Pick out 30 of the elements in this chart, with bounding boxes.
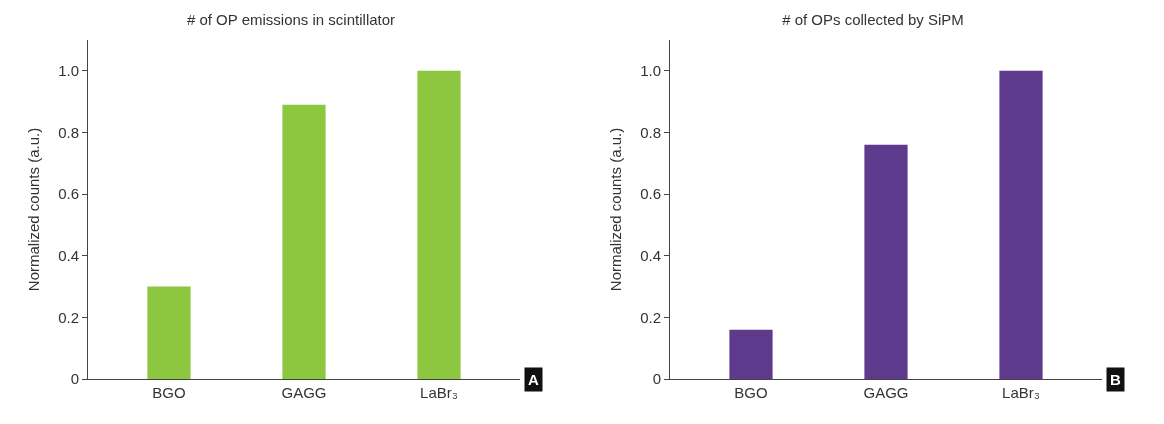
y-tick-label: 0.2 bbox=[58, 308, 79, 326]
bar bbox=[147, 286, 191, 379]
bar bbox=[999, 70, 1043, 379]
x-tick-label: LaBr₃ bbox=[1002, 384, 1040, 401]
y-tick-label: 0.8 bbox=[58, 123, 79, 141]
x-tick-label: GAGG bbox=[863, 384, 909, 401]
x-tick-label: LaBr₃ bbox=[420, 384, 458, 401]
y-tick-label: 0.2 bbox=[640, 308, 661, 326]
y-axis-title: Normalized counts (a.u.) bbox=[607, 127, 625, 292]
y-tick-label: 1.0 bbox=[640, 62, 661, 80]
y-tick-label: 0 bbox=[652, 370, 661, 388]
y-tick-label: 0.8 bbox=[640, 123, 661, 141]
y-axis-title: Normalized counts (a.u.) bbox=[25, 127, 43, 292]
y-tick-label: 0.6 bbox=[58, 185, 79, 203]
x-tick-label: GAGG bbox=[281, 384, 327, 401]
text: A bbox=[528, 371, 539, 388]
chart-title: # of OP emissions in scintillator bbox=[186, 11, 396, 29]
y-tick-label: 0.4 bbox=[58, 246, 79, 264]
x-tick-label: BGO bbox=[734, 384, 768, 401]
bar bbox=[729, 329, 773, 379]
x-tick-label: BGO bbox=[152, 384, 186, 401]
y-tick-label: 0.4 bbox=[640, 246, 661, 264]
y-tick-label: 0 bbox=[70, 370, 79, 388]
text: B bbox=[1110, 371, 1121, 388]
chart-title: # of OPs collected by SiPM bbox=[782, 11, 964, 29]
y-tick-label: 1.0 bbox=[58, 62, 79, 80]
bar bbox=[282, 104, 326, 379]
bar bbox=[417, 70, 461, 379]
y-tick-label: 0.6 bbox=[640, 185, 661, 203]
bar bbox=[864, 144, 908, 379]
